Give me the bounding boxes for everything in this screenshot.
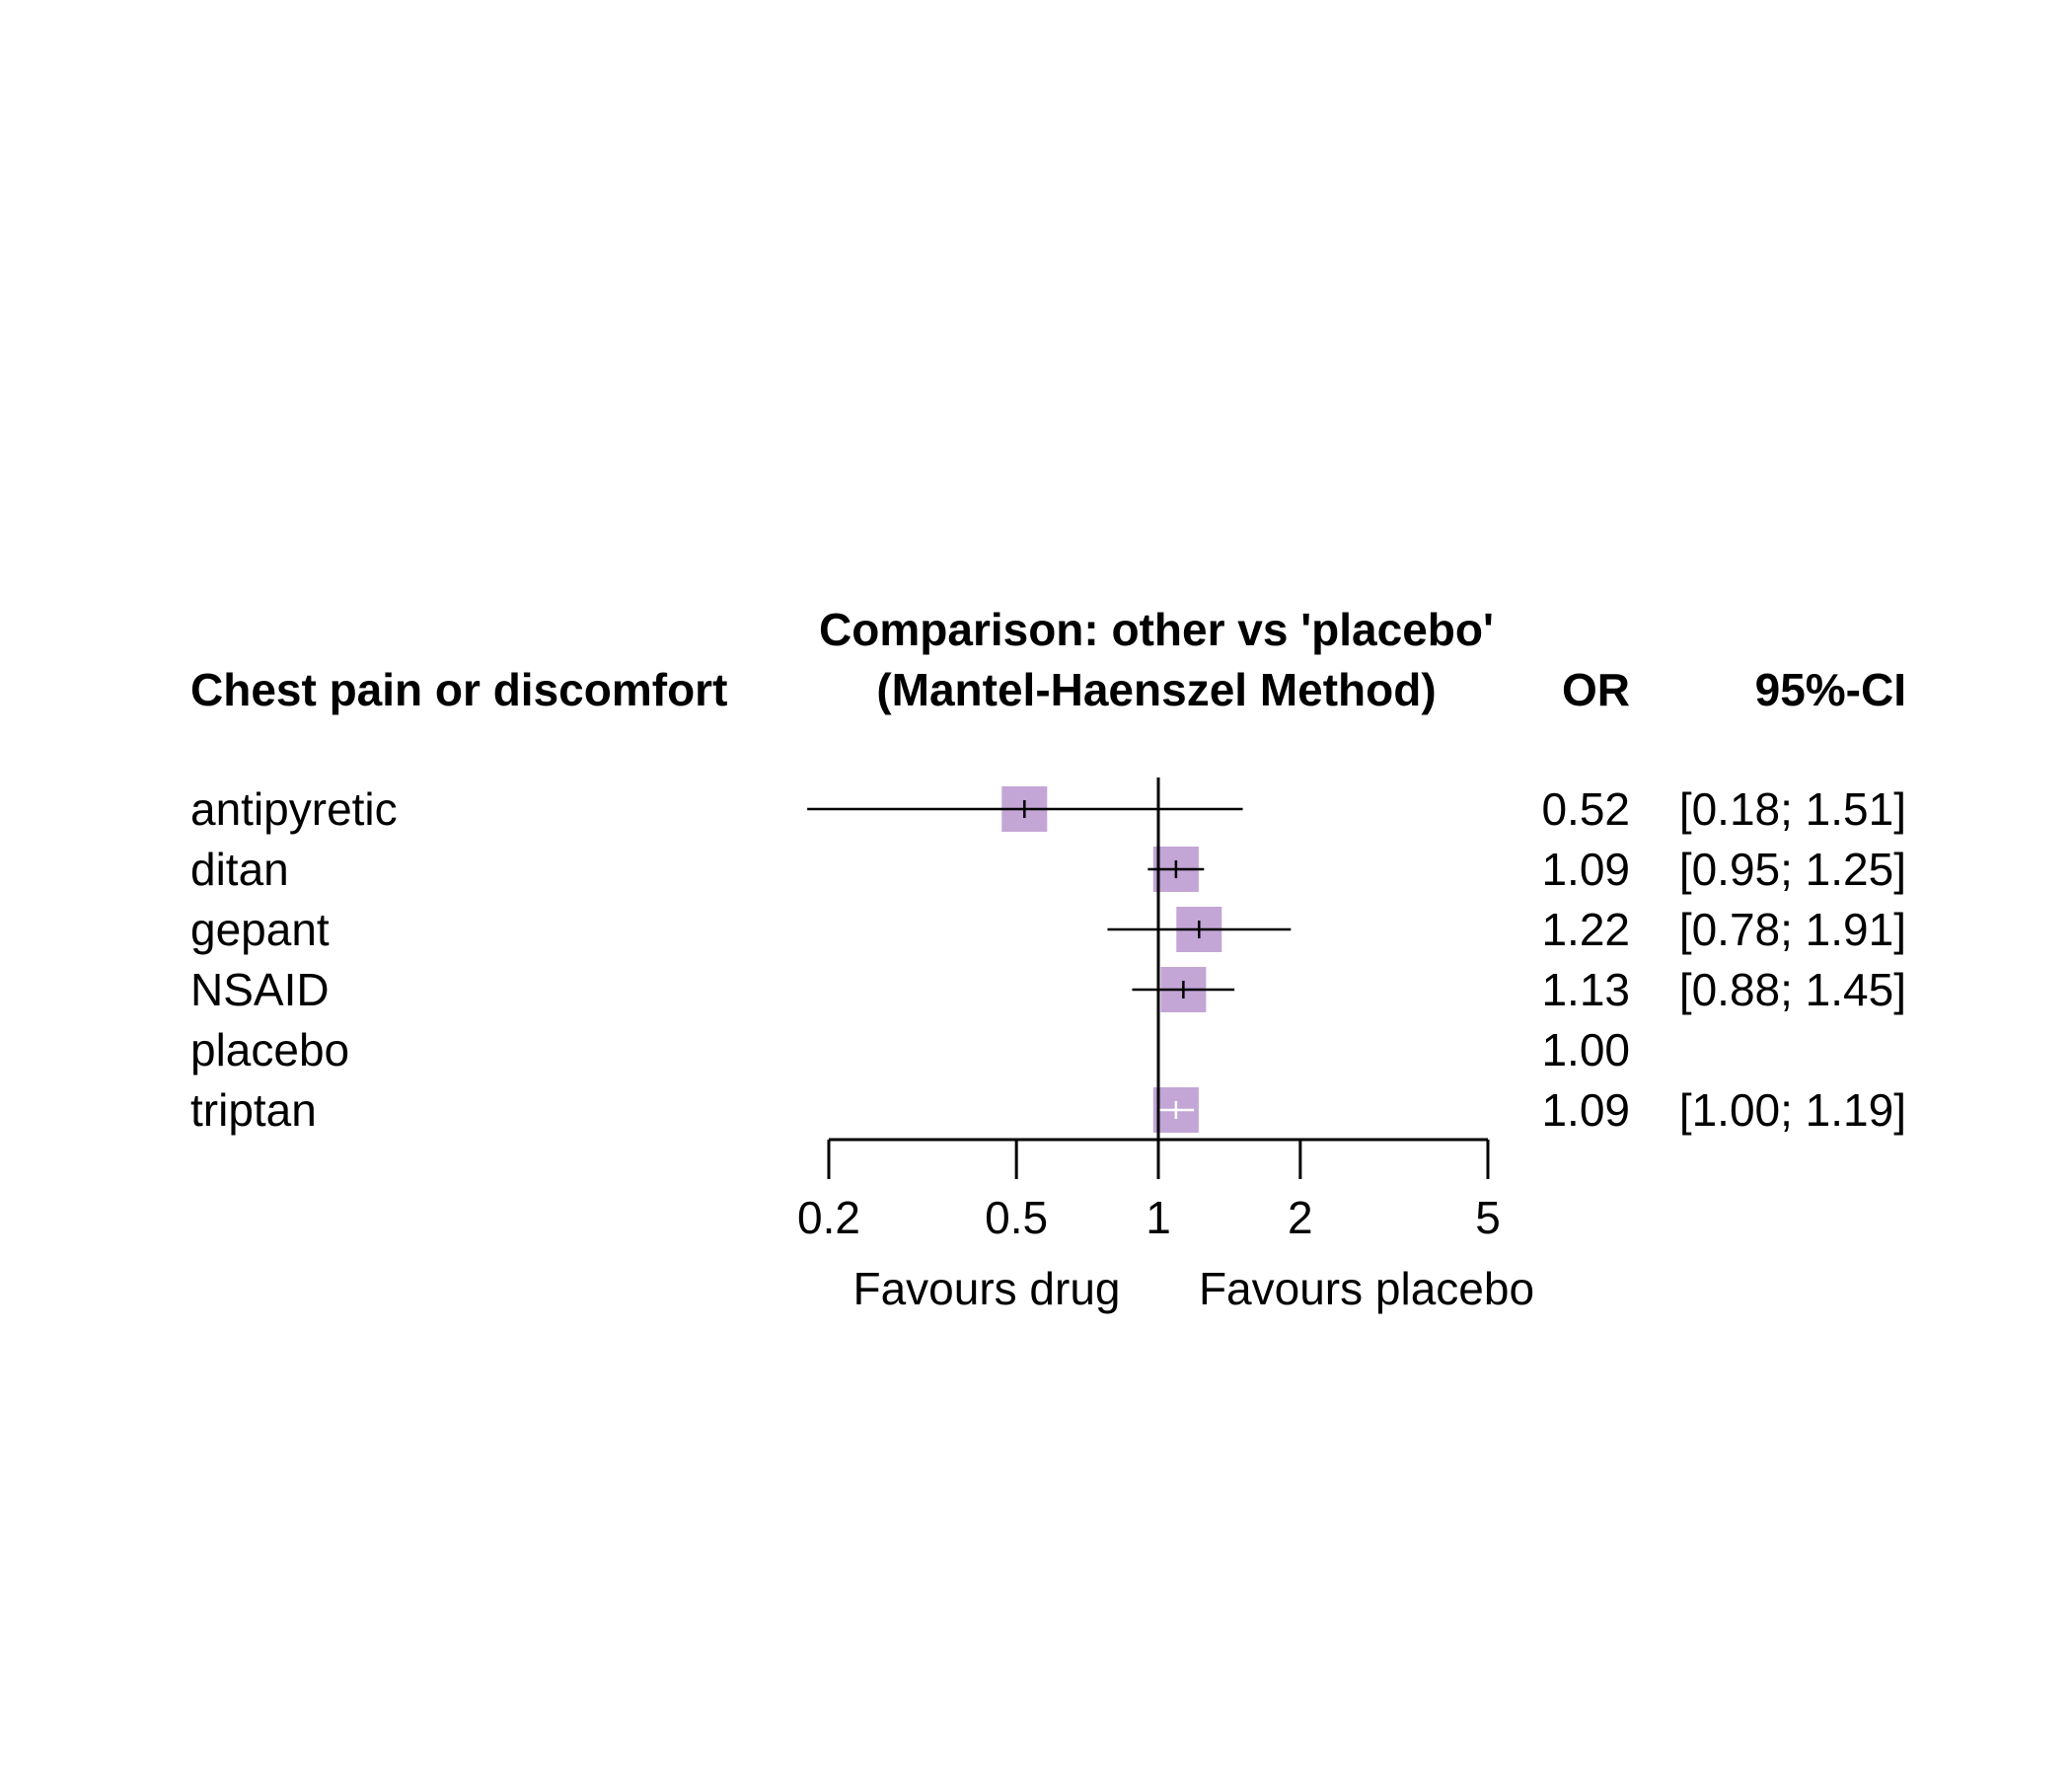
x-tick-label: 0.2 (797, 1192, 860, 1243)
ci-value: [0.95; 1.25] (1679, 844, 1906, 895)
row-label: triptan (190, 1084, 317, 1136)
forest-rows: antipyretic 0.52 [0.18; 1.51] ditan 1.09 [0.9… (190, 783, 1906, 1136)
or-value: 1.13 (1541, 964, 1630, 1015)
ci-value: [0.78; 1.91] (1679, 904, 1906, 955)
ci-value: [1.00; 1.19] (1679, 1084, 1906, 1136)
outcome-header: Chest pain or discomfort (190, 664, 727, 715)
row-label: NSAID (190, 964, 330, 1015)
or-value: 1.09 (1541, 1084, 1630, 1136)
x-tick-label: 0.5 (985, 1192, 1048, 1243)
or-value: 1.09 (1541, 844, 1630, 895)
ci-column-header: 95%-CI (1755, 664, 1906, 715)
or-column-header: OR (1562, 664, 1630, 715)
row-label: placebo (190, 1024, 349, 1075)
x-tick-label: 2 (1288, 1192, 1313, 1243)
row-label: antipyretic (190, 783, 398, 835)
or-value: 1.22 (1541, 904, 1630, 955)
x-tick-label: 1 (1146, 1192, 1171, 1243)
ci-value: [0.88; 1.45] (1679, 964, 1906, 1015)
or-value: 1.00 (1541, 1024, 1630, 1075)
ci-value: [0.18; 1.51] (1679, 783, 1906, 835)
x-tick-label: 5 (1475, 1192, 1501, 1243)
favours-drug-label: Favours drug (852, 1263, 1120, 1314)
method-subtitle: (Mantel-Haenszel Method) (876, 664, 1436, 715)
comparison-title: Comparison: other vs 'placebo' (819, 604, 1494, 655)
or-value: 0.52 (1541, 783, 1630, 835)
x-axis: 0.2 0.5 1 2 5 (797, 1138, 1501, 1243)
row-label: ditan (190, 844, 289, 895)
favours-placebo-label: Favours placebo (1199, 1263, 1534, 1314)
row-label: gepant (190, 904, 330, 955)
